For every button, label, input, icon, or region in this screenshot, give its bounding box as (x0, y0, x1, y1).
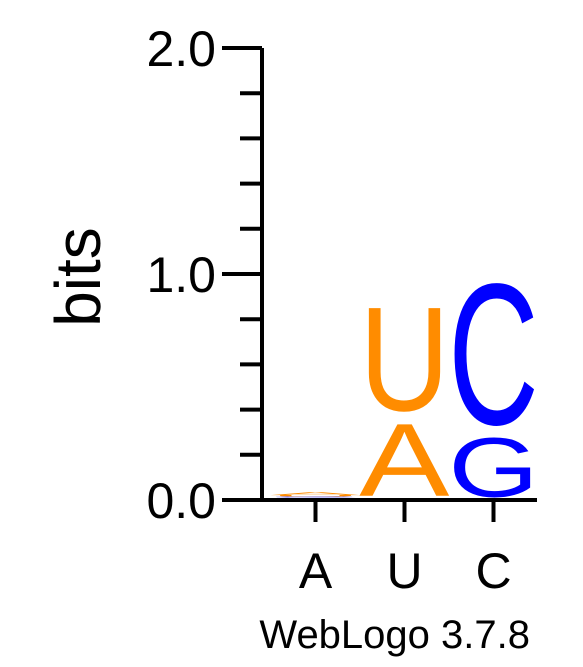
logo-glyph-c: C (448, 241, 539, 467)
logo-glyph-u: U (359, 277, 450, 442)
y-axis-label: bits (42, 227, 114, 327)
y-tick-label: 2.0 (146, 21, 216, 77)
x-tick-label: C (475, 543, 511, 599)
y-axis: 0.0 1.0 2.0 (146, 21, 264, 529)
weblogo-credit: WebLogo 3.7.8 (259, 613, 530, 657)
y-tick-label: 1.0 (146, 247, 216, 303)
logo-glyph-c: C (270, 497, 361, 498)
logo-glyph-u: U (270, 495, 361, 497)
logo-glyph-a: A (270, 491, 360, 496)
x-tick-label: A (299, 543, 333, 599)
y-tick-label: 0.0 (146, 473, 216, 529)
logo-glyph-g: G (270, 496, 361, 497)
x-tick-label: U (386, 543, 422, 599)
